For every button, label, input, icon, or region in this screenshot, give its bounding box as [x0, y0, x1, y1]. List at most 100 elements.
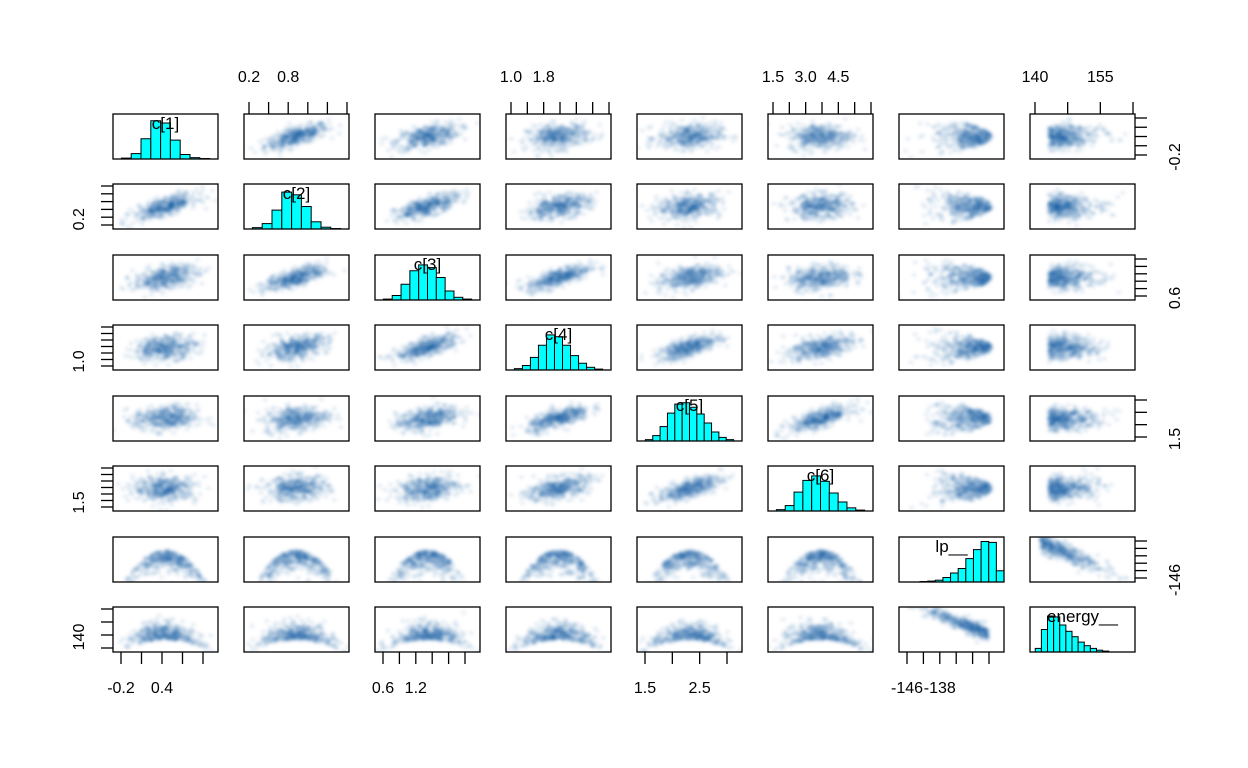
variable-label: c[2]	[283, 184, 310, 203]
right-axis: 0.6	[1135, 258, 1184, 309]
scatter-panel	[1029, 254, 1136, 301]
left-axis: 0.2	[71, 185, 113, 230]
panel-frame	[505, 465, 612, 512]
bottom-axis: 0.6 1.2	[372, 652, 466, 697]
scatter-panel	[898, 113, 1005, 160]
scatter-panel	[767, 254, 874, 301]
panel-frame	[1029, 254, 1136, 301]
histogram-bar	[261, 223, 273, 230]
histogram-bar	[529, 356, 539, 371]
scatter-panel	[636, 606, 743, 653]
panel-frame	[374, 536, 481, 583]
panel-frame	[505, 324, 612, 371]
scatter-panel	[505, 606, 612, 653]
histogram-panel: c[1]	[112, 113, 219, 160]
panel-frame	[898, 536, 1005, 583]
histogram-bar	[140, 138, 152, 160]
scatter-panel	[898, 183, 1005, 230]
histogram-panel: c[6]	[767, 465, 874, 512]
scatter-panel	[505, 183, 612, 230]
panel-frame	[112, 183, 219, 230]
histogram-bar	[169, 139, 181, 160]
scatter-panel	[374, 606, 481, 653]
panel-frame	[243, 465, 350, 512]
scatter-panel	[636, 254, 743, 301]
panel-frame	[112, 395, 219, 442]
scatter-panel	[112, 606, 219, 653]
histogram-bar	[1077, 641, 1085, 653]
histogram-bar	[537, 344, 547, 371]
scatter-panel	[243, 395, 350, 442]
scatter-panel	[636, 183, 743, 230]
panel-frame	[505, 254, 612, 301]
scatter-panel	[112, 254, 219, 301]
panel-frame	[112, 536, 219, 583]
scatter-panel	[898, 606, 1005, 653]
histogram-bar	[703, 422, 713, 442]
histogram-panel: c[3]	[374, 254, 481, 301]
panel-frame	[636, 183, 743, 230]
scatter-panel	[898, 254, 1005, 301]
histogram-bar	[400, 283, 411, 301]
variable-label: energy__	[1047, 607, 1118, 626]
scatter-panel	[243, 536, 350, 583]
histogram-bar	[391, 295, 402, 301]
panel-frame	[898, 465, 1005, 512]
scatter-panel	[767, 536, 874, 583]
top-axis: 1.5 3.0 4.5	[762, 69, 872, 114]
panel-frame	[1029, 536, 1136, 583]
histogram-bar	[965, 558, 974, 583]
panel-frame	[243, 183, 350, 230]
panel-frame	[767, 324, 874, 371]
histogram-panel: energy__	[1029, 606, 1136, 653]
histogram-bar	[828, 492, 839, 512]
panel-frame	[767, 465, 874, 512]
histogram-bar	[1059, 624, 1067, 653]
scatter-panel	[1029, 395, 1136, 442]
panel-frame	[636, 536, 743, 583]
scatter-panel	[636, 113, 743, 160]
scatter-panel	[112, 324, 219, 371]
panel-frame	[898, 324, 1005, 371]
panel-frame	[767, 254, 874, 301]
histogram-bar	[666, 412, 676, 442]
panel-frame	[374, 465, 481, 512]
panel-frame	[505, 606, 612, 653]
right-axis: -0.2	[1135, 117, 1184, 171]
histogram-bar	[310, 221, 322, 230]
panel-frame	[112, 606, 219, 653]
scatter-panel	[112, 536, 219, 583]
panel-frame	[374, 606, 481, 653]
scatter-panel	[898, 465, 1005, 512]
panel-frame	[505, 536, 612, 583]
panel-frame	[243, 254, 350, 301]
histogram-bar	[793, 491, 804, 512]
top-axis: 1.0 1.8	[500, 69, 610, 114]
panel-frame	[374, 183, 481, 230]
panel-frame	[767, 536, 874, 583]
panel-frame	[505, 183, 612, 230]
histogram-bar	[980, 541, 990, 583]
scatter-panel	[636, 324, 743, 371]
scatter-panel	[1029, 183, 1136, 230]
panel-frame	[374, 254, 481, 301]
histogram-bar	[711, 431, 720, 442]
bottom-axis: -146 -138	[891, 652, 990, 697]
panel-frame	[243, 324, 350, 371]
panel-frame	[112, 254, 219, 301]
scatter-panel	[1029, 536, 1136, 583]
histogram-bar	[995, 570, 1005, 583]
panel-frame	[1029, 183, 1136, 230]
scatter-panel	[767, 324, 874, 371]
scatter-panel	[112, 465, 219, 512]
panel-frame	[898, 395, 1005, 442]
left-axis: 1.0	[71, 326, 113, 373]
scatter-panel	[374, 465, 481, 512]
panel-frame	[505, 113, 612, 160]
histogram-bar	[957, 568, 967, 583]
histogram-bar	[652, 435, 661, 442]
panel-frame	[636, 395, 743, 442]
histogram-bar	[784, 505, 795, 512]
histogram-bar	[562, 344, 572, 371]
